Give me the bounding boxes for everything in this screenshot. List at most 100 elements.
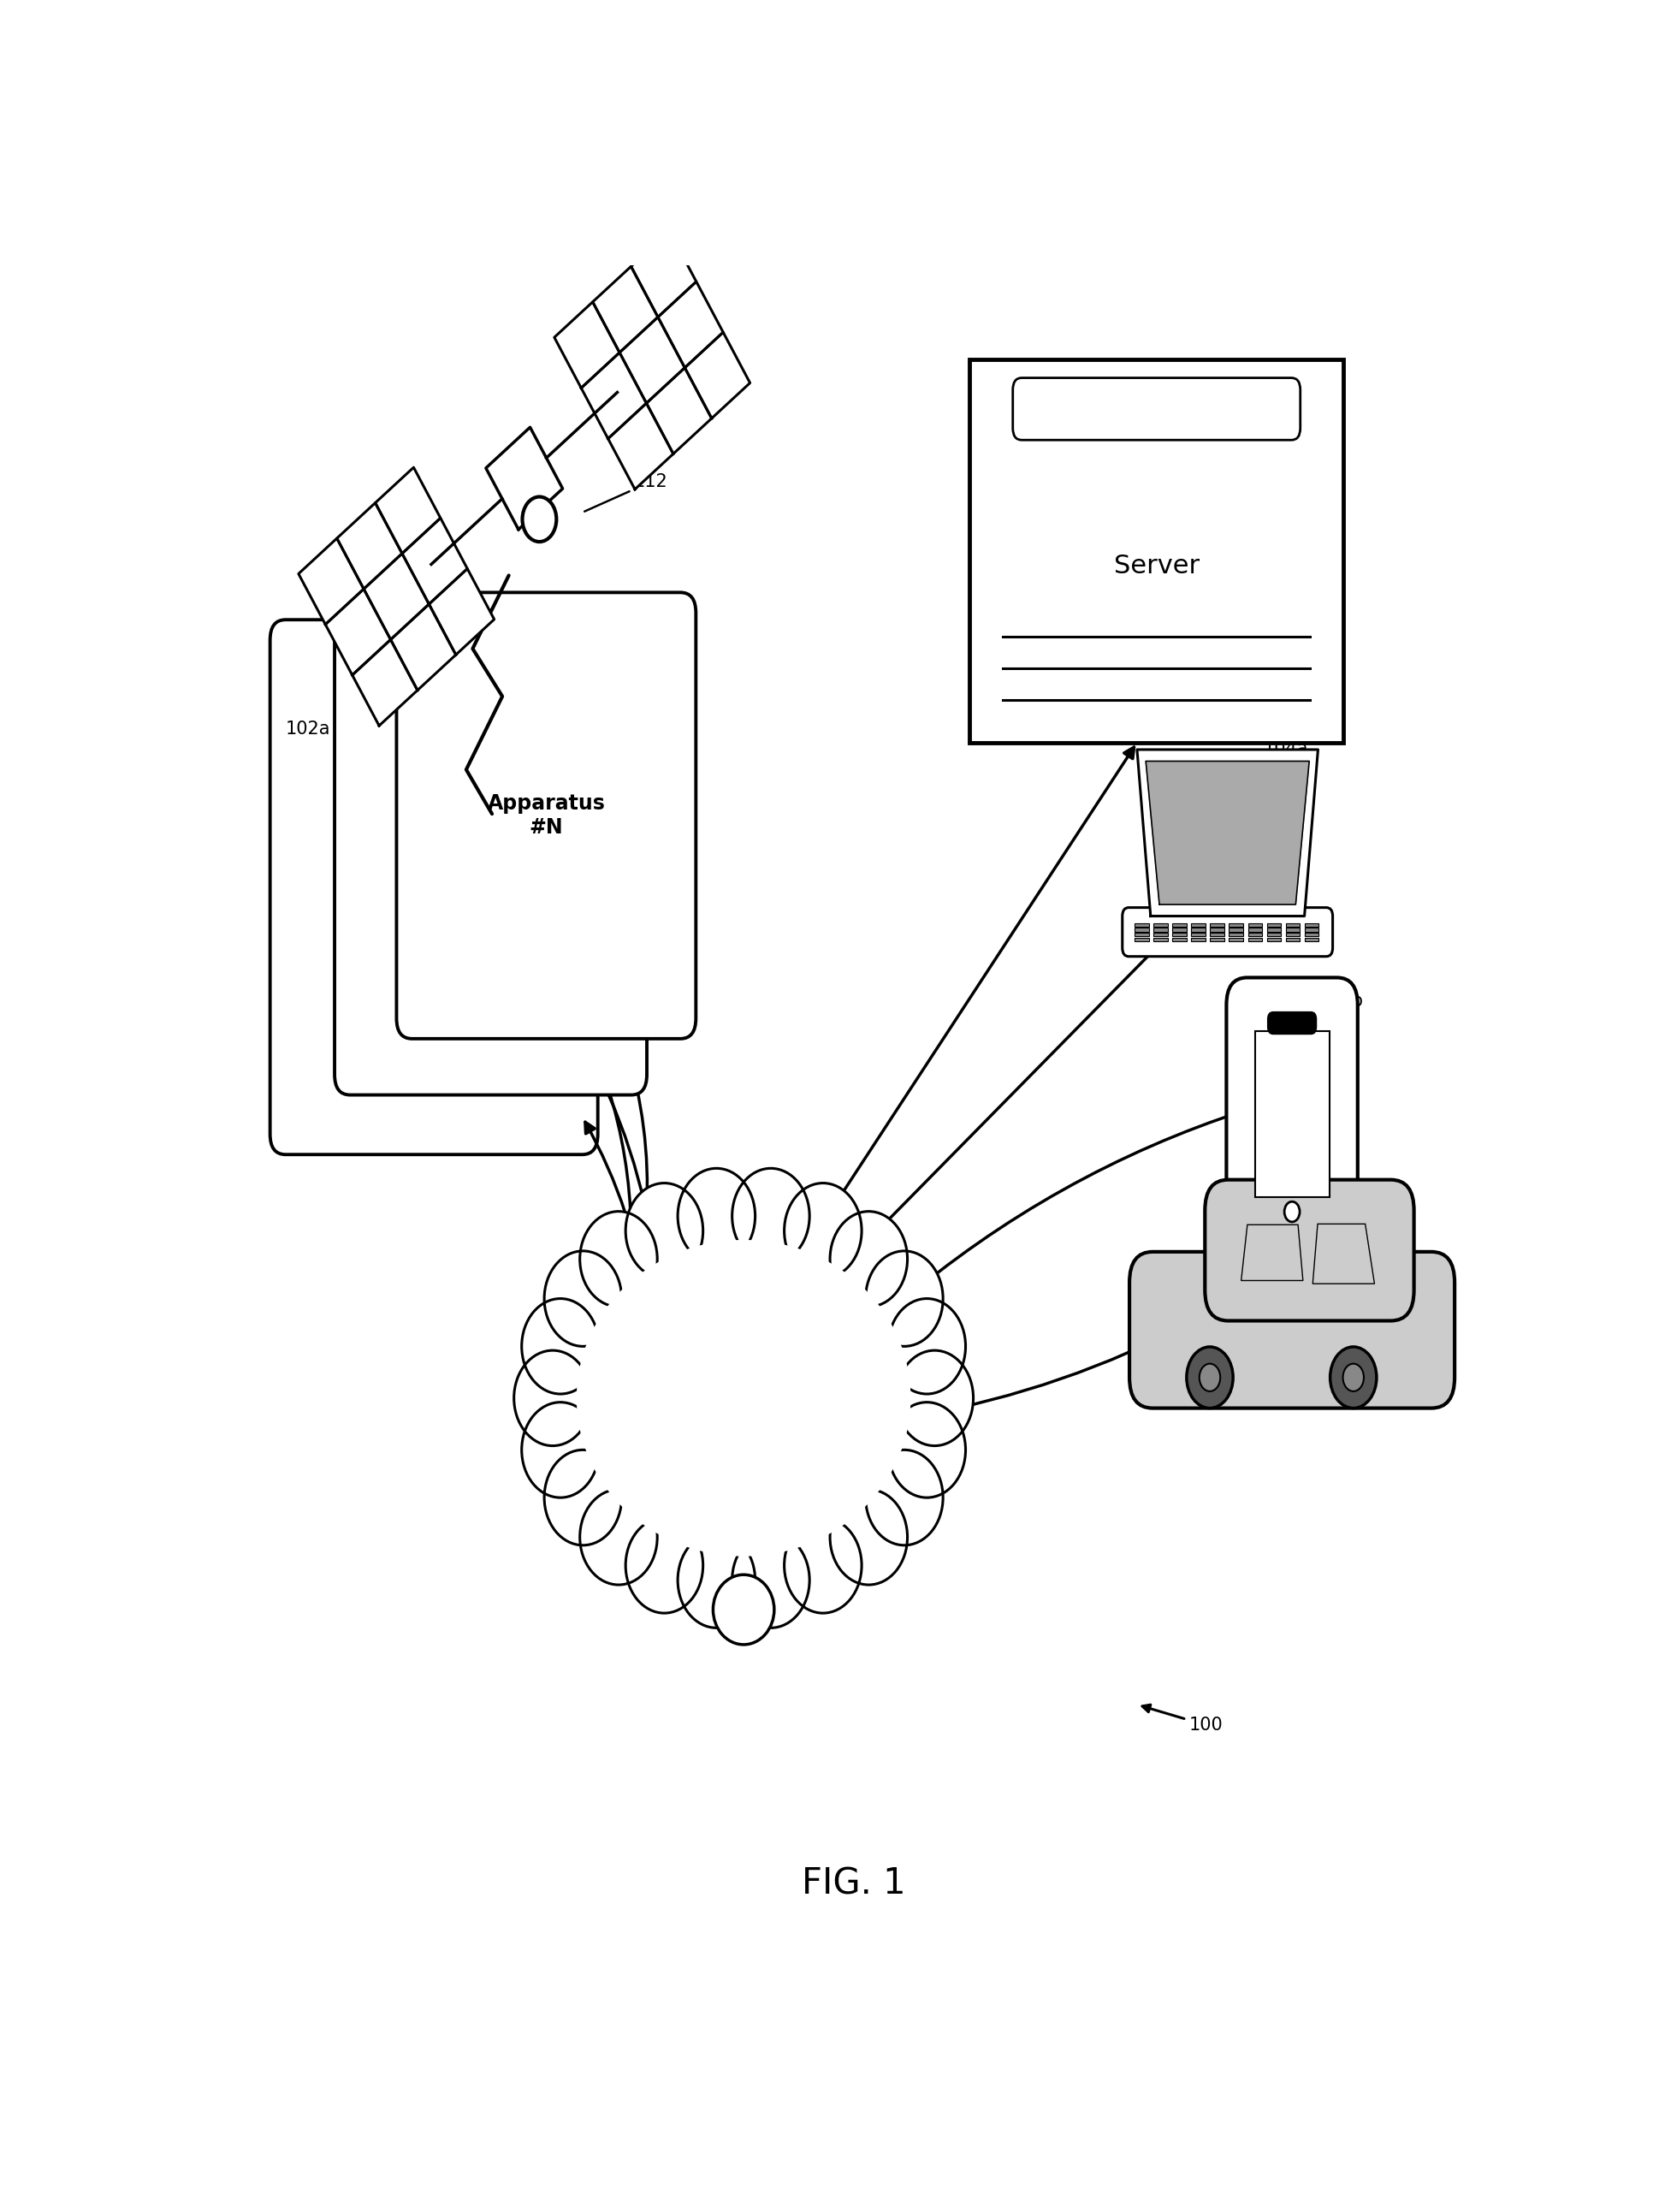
Text: FIG. 1: FIG. 1 <box>801 1865 906 1902</box>
Ellipse shape <box>887 1298 966 1394</box>
FancyBboxPatch shape <box>1012 378 1300 440</box>
Circle shape <box>1284 1201 1300 1221</box>
Bar <box>1247 938 1262 942</box>
Bar <box>1154 933 1167 936</box>
Polygon shape <box>391 604 456 690</box>
Polygon shape <box>1146 761 1309 905</box>
Bar <box>1210 929 1224 931</box>
Ellipse shape <box>896 1349 974 1447</box>
Ellipse shape <box>678 1533 756 1628</box>
Bar <box>1210 922 1224 927</box>
Text: 108: 108 <box>1354 1225 1390 1254</box>
Bar <box>1267 933 1280 936</box>
Bar <box>1304 922 1319 927</box>
FancyBboxPatch shape <box>1227 978 1357 1256</box>
Ellipse shape <box>579 1489 658 1584</box>
Ellipse shape <box>733 1533 809 1628</box>
Bar <box>1229 922 1244 927</box>
Circle shape <box>1199 1363 1220 1391</box>
FancyBboxPatch shape <box>335 611 646 1095</box>
Circle shape <box>1187 1347 1234 1409</box>
Polygon shape <box>298 538 363 624</box>
Ellipse shape <box>829 1212 907 1307</box>
Bar <box>1136 929 1149 931</box>
Polygon shape <box>658 281 723 367</box>
Bar <box>1172 933 1187 936</box>
Ellipse shape <box>678 1168 756 1263</box>
Circle shape <box>523 498 556 542</box>
FancyBboxPatch shape <box>270 619 598 1155</box>
Polygon shape <box>1137 750 1319 916</box>
Polygon shape <box>619 316 684 403</box>
Ellipse shape <box>784 1183 862 1279</box>
Ellipse shape <box>626 1517 703 1613</box>
Polygon shape <box>1312 1223 1375 1283</box>
Bar <box>1229 929 1244 931</box>
Bar <box>969 358 1344 743</box>
Text: Server: Server <box>1114 553 1199 580</box>
Ellipse shape <box>866 1449 942 1546</box>
Bar <box>1229 933 1244 936</box>
Bar <box>1285 929 1300 931</box>
Ellipse shape <box>1174 1371 1410 1389</box>
Text: 102a: 102a <box>286 721 330 737</box>
Polygon shape <box>353 639 418 726</box>
Ellipse shape <box>887 1402 966 1498</box>
Bar <box>1267 938 1280 942</box>
Polygon shape <box>608 403 673 489</box>
Ellipse shape <box>521 1298 599 1394</box>
Polygon shape <box>581 352 646 438</box>
Bar <box>1285 922 1300 927</box>
Ellipse shape <box>713 1575 774 1644</box>
Polygon shape <box>554 301 619 387</box>
Text: 104a: 104a <box>1264 741 1309 774</box>
Polygon shape <box>375 467 441 553</box>
Ellipse shape <box>544 1252 621 1347</box>
Bar <box>1190 922 1205 927</box>
Bar <box>1172 922 1187 927</box>
Bar <box>1210 938 1224 942</box>
Ellipse shape <box>544 1449 621 1546</box>
FancyBboxPatch shape <box>1205 1179 1414 1321</box>
Ellipse shape <box>579 1212 658 1307</box>
Circle shape <box>1344 1363 1364 1391</box>
Text: 100: 100 <box>1142 1705 1222 1734</box>
Bar <box>1136 938 1149 942</box>
Text: 112: 112 <box>584 473 668 511</box>
Polygon shape <box>325 588 391 675</box>
Bar <box>1172 929 1187 931</box>
Bar <box>1285 933 1300 936</box>
Bar <box>1190 933 1205 936</box>
Polygon shape <box>363 553 430 639</box>
Circle shape <box>1330 1347 1377 1409</box>
Bar <box>1154 922 1167 927</box>
Polygon shape <box>684 332 749 418</box>
FancyBboxPatch shape <box>1269 1013 1315 1033</box>
FancyBboxPatch shape <box>396 593 696 1040</box>
Ellipse shape <box>733 1168 809 1263</box>
Text: 102n: 102n <box>418 611 463 626</box>
Ellipse shape <box>553 1214 934 1582</box>
Bar <box>1267 922 1280 927</box>
Text: 110: 110 <box>743 1584 778 1601</box>
Bar <box>1247 933 1262 936</box>
Bar <box>1210 933 1224 936</box>
Polygon shape <box>646 367 711 453</box>
Bar <box>1154 938 1167 942</box>
Bar <box>1136 933 1149 936</box>
Bar <box>1190 929 1205 931</box>
Polygon shape <box>336 502 403 588</box>
Text: Apparatus
#N: Apparatus #N <box>488 794 604 838</box>
Text: 104b: 104b <box>1319 993 1364 1022</box>
FancyBboxPatch shape <box>1129 1252 1455 1409</box>
Ellipse shape <box>514 1349 591 1447</box>
Bar <box>1255 1031 1329 1197</box>
Ellipse shape <box>866 1252 942 1347</box>
Bar <box>1247 922 1262 927</box>
Ellipse shape <box>829 1489 907 1584</box>
Bar <box>1304 933 1319 936</box>
Ellipse shape <box>626 1183 703 1279</box>
Text: Apparatus
#2: Apparatus #2 <box>431 832 549 876</box>
Polygon shape <box>486 427 563 529</box>
Bar <box>1229 938 1244 942</box>
